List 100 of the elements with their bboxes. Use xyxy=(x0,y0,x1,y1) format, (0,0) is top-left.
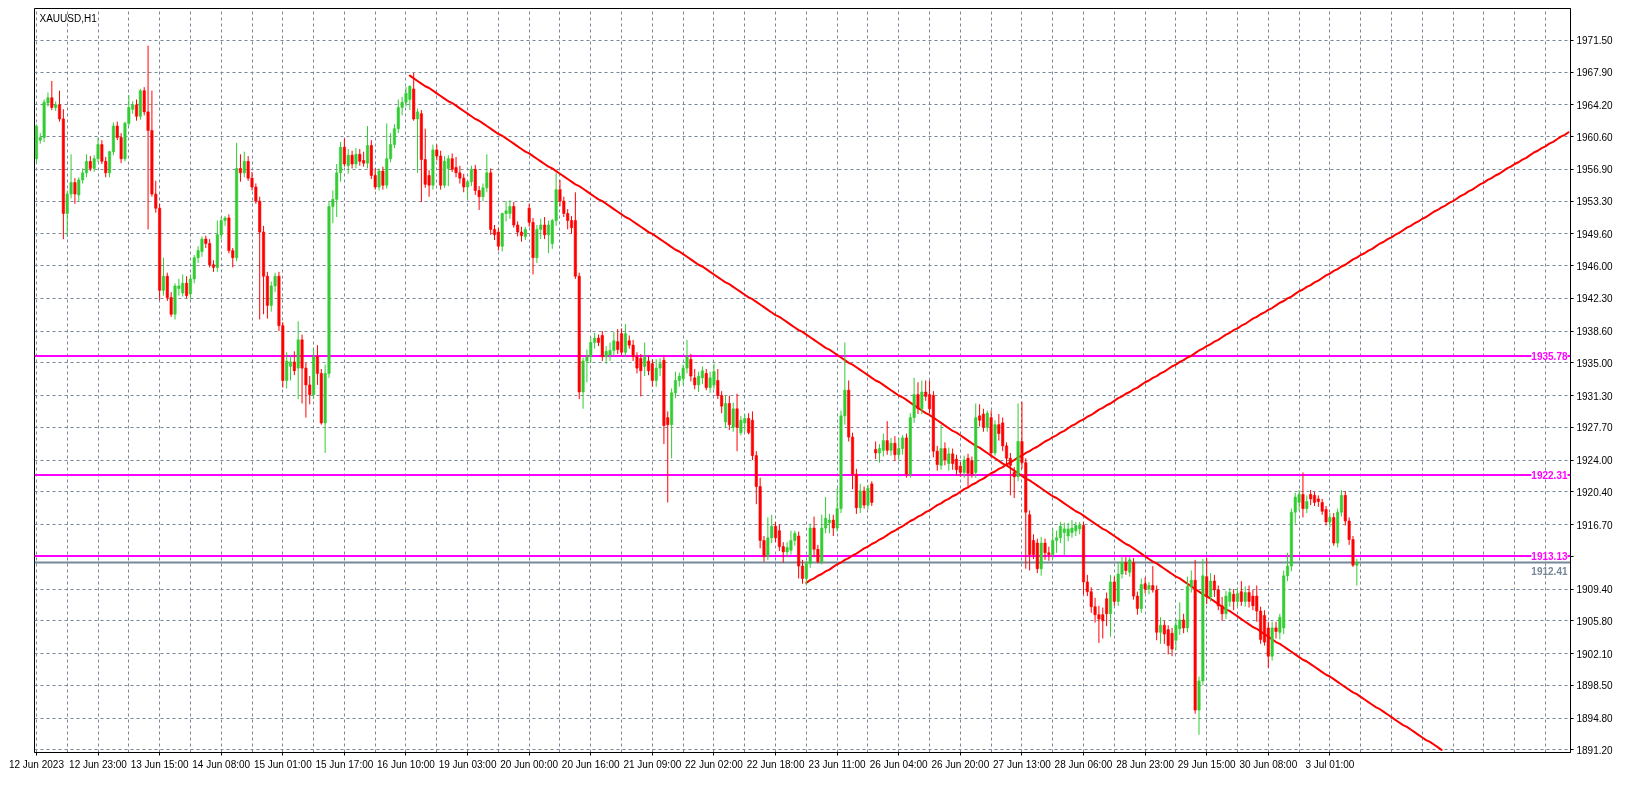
candlestick xyxy=(292,350,296,376)
x-tick-label: 15 Jun 01:00 xyxy=(253,758,313,770)
candlestick xyxy=(1251,589,1255,611)
candlestick xyxy=(616,328,620,355)
candlestick xyxy=(185,275,189,299)
candlestick xyxy=(496,227,500,252)
y-tick-label: 1905.80 xyxy=(1576,615,1614,627)
candlestick xyxy=(870,480,874,507)
candlestick xyxy=(704,368,708,391)
candlestick xyxy=(1051,528,1055,560)
candlestick xyxy=(242,151,246,178)
y-tick-label: 1953.30 xyxy=(1576,196,1614,208)
candlestick xyxy=(1205,557,1209,605)
y-tick-label: 1971.50 xyxy=(1576,35,1614,47)
candlestick xyxy=(469,165,473,187)
candlestick xyxy=(735,393,739,452)
candlestick xyxy=(1274,621,1278,640)
candlestick xyxy=(920,380,924,415)
candlestick xyxy=(1232,588,1236,611)
candlestick xyxy=(1043,538,1047,561)
x-tick-label: 26 Jun 20:00 xyxy=(931,758,990,770)
candlestick xyxy=(766,516,770,561)
candlestick xyxy=(1182,613,1186,634)
y-tick-label: 1960.60 xyxy=(1576,131,1614,143)
candlestick xyxy=(342,137,346,168)
candlestick xyxy=(893,435,897,462)
candlestick xyxy=(381,166,385,191)
candlestick xyxy=(981,408,985,433)
candlestick xyxy=(1070,519,1074,539)
candlestick xyxy=(916,381,920,415)
x-tick-label: 27 Jun 13:00 xyxy=(993,758,1052,770)
x-tick-label: 14 Jun 08:00 xyxy=(192,758,251,770)
candlestick xyxy=(654,358,658,388)
x-tick-label: 20 Jun 00:00 xyxy=(500,758,559,770)
x-tick-label: 22 Jun 18:00 xyxy=(746,758,805,770)
candlestick xyxy=(951,448,955,471)
candlestick xyxy=(1166,624,1170,655)
candlestick xyxy=(623,323,627,358)
y-tick-label: 1931.30 xyxy=(1576,390,1614,402)
x-tick-label: 26 Jun 04:00 xyxy=(869,758,929,770)
y-tick-label: 1898.50 xyxy=(1576,680,1614,692)
y-tick-label: 1920.40 xyxy=(1576,486,1614,498)
ref-line-label: 1912.41 xyxy=(1531,565,1568,577)
candlestick xyxy=(1112,576,1116,607)
candlestick xyxy=(416,107,420,174)
x-tick-label: 12 Jun 23:00 xyxy=(69,758,128,770)
y-tick-label: 1964.20 xyxy=(1576,99,1614,111)
ref-line-label: 1922.31 xyxy=(1531,469,1568,481)
candlestick xyxy=(1058,521,1062,544)
y-tick-label: 1924.00 xyxy=(1576,455,1614,467)
candlestick xyxy=(866,484,870,511)
candlestick xyxy=(50,80,54,111)
x-tick-label: 21 Jun 09:00 xyxy=(623,758,682,770)
x-tick-label: 30 Jun 08:00 xyxy=(1239,758,1298,770)
candlestick xyxy=(1170,627,1174,657)
candlestick xyxy=(1162,620,1166,645)
y-tick-label: 1967.90 xyxy=(1576,67,1614,79)
candlestick xyxy=(508,199,512,220)
x-tick-label: 16 Jun 10:00 xyxy=(377,758,436,770)
candlestick xyxy=(712,363,716,390)
candlestick xyxy=(1247,585,1251,609)
x-tick-label: 12 Jun 2023 xyxy=(8,758,65,770)
candlestick xyxy=(1124,556,1128,576)
candlestick xyxy=(208,238,212,268)
x-tick-label: 3 Jul 01:00 xyxy=(1305,758,1355,770)
candlestick xyxy=(84,153,88,178)
candlestick xyxy=(774,521,778,543)
candlestick xyxy=(643,342,647,377)
x-tick-label: 19 Jun 03:00 xyxy=(438,758,497,770)
ref-line-label: 1913.13 xyxy=(1531,551,1568,563)
candlestick xyxy=(408,84,412,111)
candlestick xyxy=(885,420,889,456)
candlestick xyxy=(831,514,835,537)
candlestick xyxy=(161,257,165,297)
candlestick xyxy=(1224,590,1228,620)
candlestick xyxy=(901,434,905,456)
candlestick xyxy=(546,220,550,254)
candlestick xyxy=(354,147,358,169)
candlestick xyxy=(639,353,643,397)
y-tick-label: 1938.60 xyxy=(1576,326,1614,338)
candlestick xyxy=(1147,581,1151,595)
candlestick xyxy=(238,153,242,183)
x-tick-label: 29 Jun 15:00 xyxy=(1177,758,1237,770)
candlestick xyxy=(1301,471,1305,518)
candlestick xyxy=(612,331,616,357)
x-tick-label: 20 Jun 16:00 xyxy=(561,758,621,770)
candlestick xyxy=(954,454,958,477)
candlestick xyxy=(966,453,970,489)
candlestick xyxy=(377,167,381,192)
candlestick xyxy=(73,177,77,205)
ref-line-label: 1935.78 xyxy=(1531,350,1568,362)
candlestick xyxy=(862,486,866,510)
candlestick xyxy=(1209,572,1213,602)
y-tick-label: 1956.90 xyxy=(1576,164,1614,176)
y-tick-label: 1894.80 xyxy=(1576,713,1614,725)
candlestick xyxy=(1105,592,1109,627)
candlestick xyxy=(1055,530,1059,554)
x-tick-label: 23 Jun 11:00 xyxy=(808,758,867,770)
candlestick xyxy=(827,513,831,534)
candlestick xyxy=(1328,512,1332,528)
